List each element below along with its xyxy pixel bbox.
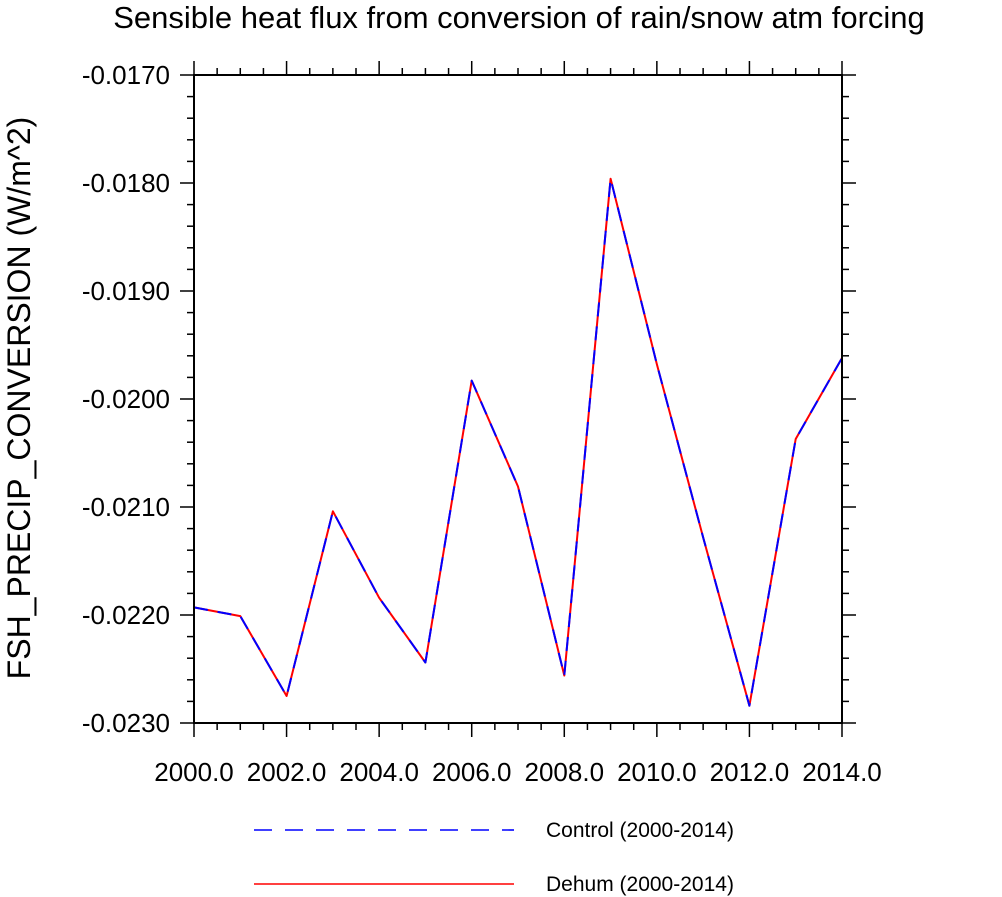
y-tick-label: -0.0220 xyxy=(82,600,170,630)
x-tick-label: 2010.0 xyxy=(617,757,697,787)
x-tick-label: 2006.0 xyxy=(432,757,512,787)
y-axis-label: FSH_PRECIP_CONVERSION (W/m^2) xyxy=(1,117,37,680)
x-tick-label: 2000.0 xyxy=(154,757,234,787)
y-tick-label: -0.0170 xyxy=(82,60,170,90)
series-line-control xyxy=(193,177,843,707)
axis-ticks: -0.0170 -0.0180 -0.0190 -0.0200 -0.0210 -0.02… xyxy=(82,60,882,787)
chart-title: Sensible heat flux from conversion of ra… xyxy=(113,0,925,35)
plot-frame xyxy=(193,74,843,724)
y-tick-label: -0.0190 xyxy=(82,276,170,306)
legend-label-control: Control (2000-2014) xyxy=(546,819,734,842)
y-tick-label: -0.0210 xyxy=(82,492,170,522)
y-tick-label: -0.0180 xyxy=(82,168,170,198)
series-line-dehum xyxy=(193,177,843,707)
x-tick-label: 2008.0 xyxy=(525,757,605,787)
legend: Control (2000-2014) Dehum (2000-2014) xyxy=(254,819,734,896)
x-tick-label: 2004.0 xyxy=(339,757,419,787)
x-tick-label: 2014.0 xyxy=(802,757,882,787)
x-tick-label: 2002.0 xyxy=(247,757,327,787)
y-tick-label: -0.0230 xyxy=(82,708,170,738)
legend-label-dehum: Dehum (2000-2014) xyxy=(546,873,734,896)
y-tick-label: -0.0200 xyxy=(82,384,170,414)
series-lines xyxy=(193,177,843,707)
x-tick-label: 2012.0 xyxy=(710,757,790,787)
